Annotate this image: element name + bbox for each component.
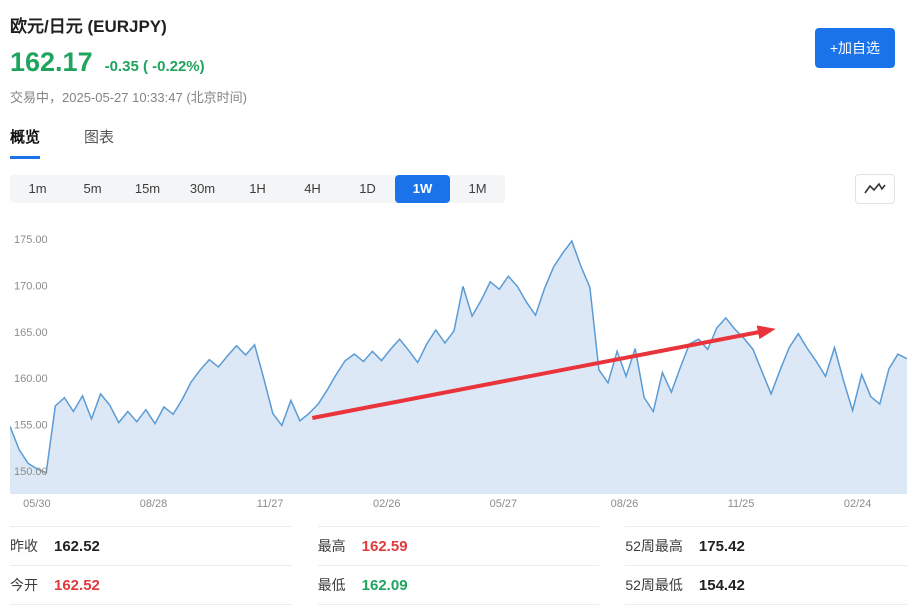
stat-value: 154.42: [698, 576, 745, 594]
price-change: -0.35 ( -0.22%): [104, 58, 205, 75]
price-line: [10, 239, 907, 474]
trading-status: 交易中，2025-05-27 10:33:47 (北京时间): [10, 90, 247, 105]
tab-bar: 概览 图表: [10, 126, 907, 159]
timeframe-1D[interactable]: 1D: [340, 175, 395, 203]
tab-overview[interactable]: 概览: [10, 126, 41, 159]
x-axis-label: 02/26: [372, 498, 401, 510]
stat-cell: 昨收 162.52: [10, 526, 292, 566]
line-chart-icon: [864, 182, 886, 194]
stat-cell: 今开 162.52: [10, 566, 292, 605]
x-axis-label: 11/27: [256, 498, 284, 510]
quote-stats-table: 昨收 162.52 最高 162.59 52周最高 175.42 今开 162.52 最低 162…: [10, 526, 907, 605]
timeframe-1M[interactable]: 1M: [450, 175, 505, 203]
x-axis-label: 02/24: [843, 498, 872, 510]
stat-cell: 最高 162.59: [317, 526, 600, 566]
timeframe-1H[interactable]: 1H: [230, 175, 285, 203]
chart-toolbar: 1m 5m 15m 30m 1H 4H 1D 1W 1M: [10, 174, 907, 204]
stat-label: 最低: [317, 577, 346, 593]
price-chart-canvas[interactable]: 175.00 170.00 165.00 160.00 155.00 150.00: [10, 216, 907, 494]
add-watchlist-button[interactable]: +加自选: [814, 28, 895, 68]
stat-value: 162.52: [54, 576, 100, 594]
page-title: 欧元/日元 (EURJPY): [10, 17, 167, 36]
x-axis: 05/30 08/28 11/27 02/26 05/27 08/26 11/25 02/24: [10, 496, 907, 516]
stat-value: 162.52: [54, 537, 100, 555]
x-axis-label: 08/26: [610, 498, 639, 510]
timeframe-5m[interactable]: 5m: [65, 175, 120, 203]
y-axis-label: 150.00: [14, 466, 48, 478]
last-price: 162.17: [10, 47, 93, 77]
stat-label: 最高: [317, 538, 346, 554]
price-row: 162.17 -0.35 ( -0.22%): [10, 47, 907, 78]
stat-label: 52周最低: [625, 577, 683, 593]
quote-header: 欧元/日元 (EURJPY) 162.17 -0.35 ( -0.22%) +加…: [0, 0, 917, 106]
stat-value: 175.42: [698, 537, 745, 555]
y-axis-label: 155.00: [14, 420, 48, 432]
x-axis-label: 05/27: [489, 498, 518, 510]
y-axis-label: 175.00: [14, 234, 48, 246]
timeframe-group: 1m 5m 15m 30m 1H 4H 1D 1W 1M: [10, 175, 505, 203]
stat-label: 昨收: [10, 538, 38, 554]
x-axis-label: 11/25: [727, 498, 755, 510]
price-area: [10, 241, 907, 494]
tab-chart[interactable]: 图表: [84, 129, 115, 146]
trend-arrow-annotation: [311, 325, 776, 420]
stat-cell: 52周最低 154.42: [625, 566, 907, 605]
stat-cell: 52周最高 175.42: [625, 526, 907, 566]
stat-cell: 最低 162.09: [317, 566, 600, 605]
stat-value: 162.09: [361, 576, 408, 594]
timeframe-1W[interactable]: 1W: [395, 175, 450, 203]
timeframe-30m[interactable]: 30m: [175, 175, 230, 203]
chart-type-button[interactable]: [855, 174, 895, 204]
y-axis-label: 170.00: [14, 281, 48, 293]
stat-label: 52周最高: [625, 538, 683, 554]
y-axis-label: 160.00: [14, 373, 48, 385]
y-axis-label: 165.00: [14, 327, 48, 339]
timeframe-4H[interactable]: 4H: [285, 175, 340, 203]
timeframe-15m[interactable]: 15m: [120, 175, 175, 203]
x-axis-label: 08/28: [139, 498, 168, 510]
stat-label: 今开: [10, 577, 38, 593]
timeframe-1m[interactable]: 1m: [10, 175, 65, 203]
x-axis-label: 05/30: [23, 498, 51, 510]
chart-area: 175.00 170.00 165.00 160.00 155.00 150.00 05/…: [0, 216, 917, 516]
stat-value: 162.59: [361, 537, 408, 555]
